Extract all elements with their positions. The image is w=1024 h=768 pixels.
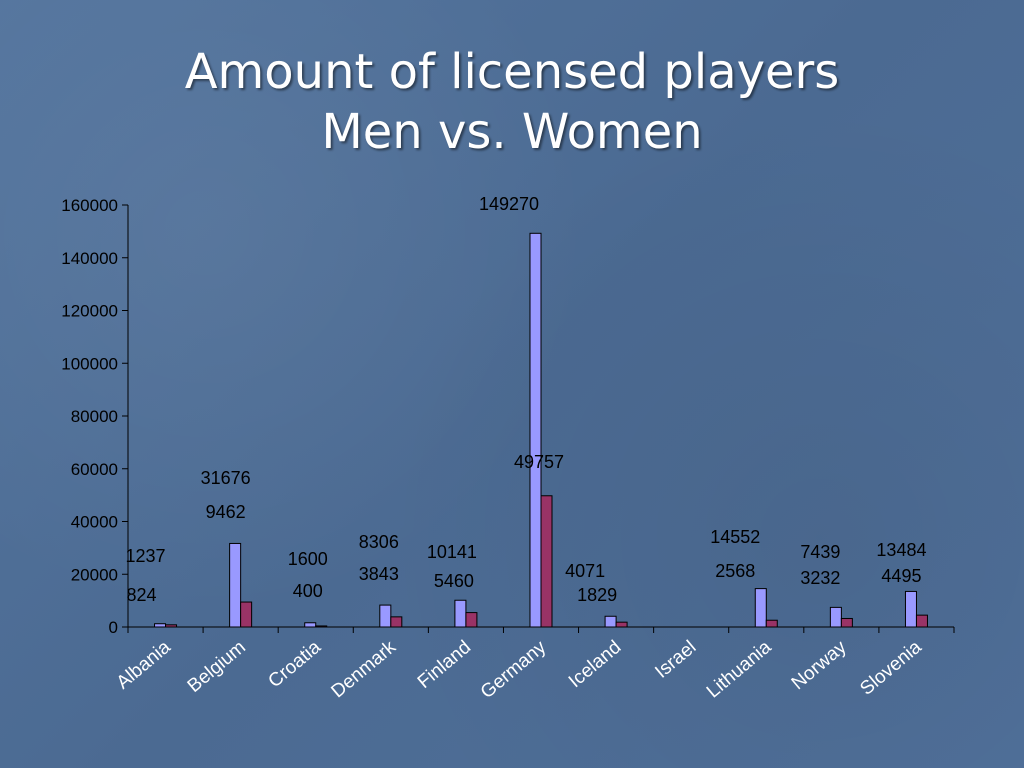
y-tick-label: 140000 (61, 249, 118, 268)
bar-series-2 (765, 619, 778, 628)
bar-series-2 (240, 601, 253, 628)
data-label: 49757 (514, 452, 564, 472)
data-label: 31676 (201, 468, 251, 488)
data-label: 10141 (427, 542, 477, 562)
data-label: 5460 (434, 571, 474, 591)
bar-series-2 (165, 624, 178, 628)
data-label: 4495 (881, 566, 921, 586)
chart-title-line-2: Men vs. Women (321, 104, 703, 160)
x-category-label: Israel (651, 637, 700, 683)
bar-series-1 (154, 623, 167, 628)
data-label: 14552 (710, 527, 760, 547)
bar-series-2 (915, 614, 928, 628)
bar-series-1 (754, 588, 767, 628)
data-label: 4071 (565, 561, 605, 581)
bar-series-1 (304, 622, 317, 628)
data-label: 824 (127, 585, 157, 605)
y-tick-label: 40000 (71, 513, 118, 532)
data-label: 1600 (288, 549, 328, 569)
y-tick-label: 20000 (71, 565, 118, 584)
bar-series-1 (229, 542, 242, 628)
data-label: 3232 (800, 568, 840, 588)
y-tick-label: 120000 (61, 302, 118, 321)
data-label: 8306 (359, 532, 399, 552)
data-label: 13484 (876, 540, 926, 560)
x-category-label: Finland (414, 637, 475, 693)
data-label: 1829 (577, 585, 617, 605)
y-tick-label: 60000 (71, 460, 118, 479)
bar-series-1 (604, 615, 617, 628)
x-category-label: Denmark (327, 636, 400, 702)
data-label: 149270 (479, 194, 539, 214)
data-label: 2568 (715, 561, 755, 581)
plot-area: 0 20000 40000 60000 80000 100000 120000 140000 1… (61, 194, 955, 703)
bar-series-2 (540, 495, 553, 628)
bar-series-2 (840, 617, 853, 628)
bar-series-2 (390, 616, 403, 628)
data-label: 400 (293, 581, 323, 601)
x-category-label: Albania (113, 636, 175, 693)
bar-series-1 (529, 232, 542, 628)
x-category-label: Germany (477, 636, 551, 703)
data-label: 3843 (359, 564, 399, 584)
chart-title-line-1: Amount of licensed players (184, 44, 840, 100)
x-category-label: Slovenia (856, 636, 926, 699)
chart-title: Amount of licensed players Men vs. Women (0, 42, 1024, 162)
data-label: 9462 (206, 502, 246, 522)
y-tick-label: 0 (109, 618, 118, 637)
x-category-label: Norway (788, 636, 851, 694)
x-category-label: Lithuania (703, 636, 776, 702)
bar-series-2 (465, 612, 478, 628)
data-label: 7439 (800, 542, 840, 562)
bar-series-2 (615, 621, 628, 628)
y-tick-label: 80000 (71, 407, 118, 426)
bar-series-1 (379, 604, 392, 628)
bar-series-1 (904, 590, 917, 628)
bar-series-2 (315, 625, 328, 628)
y-tick-label: 100000 (61, 354, 118, 373)
x-category-label: Belgium (184, 637, 250, 697)
y-tick-label: 160000 (61, 196, 118, 215)
x-category-label: Iceland (565, 637, 625, 692)
data-label: 1237 (126, 546, 166, 566)
bar-series-1 (454, 599, 467, 628)
x-category-label: Croatia (265, 636, 326, 692)
bar-series-1 (829, 606, 842, 628)
